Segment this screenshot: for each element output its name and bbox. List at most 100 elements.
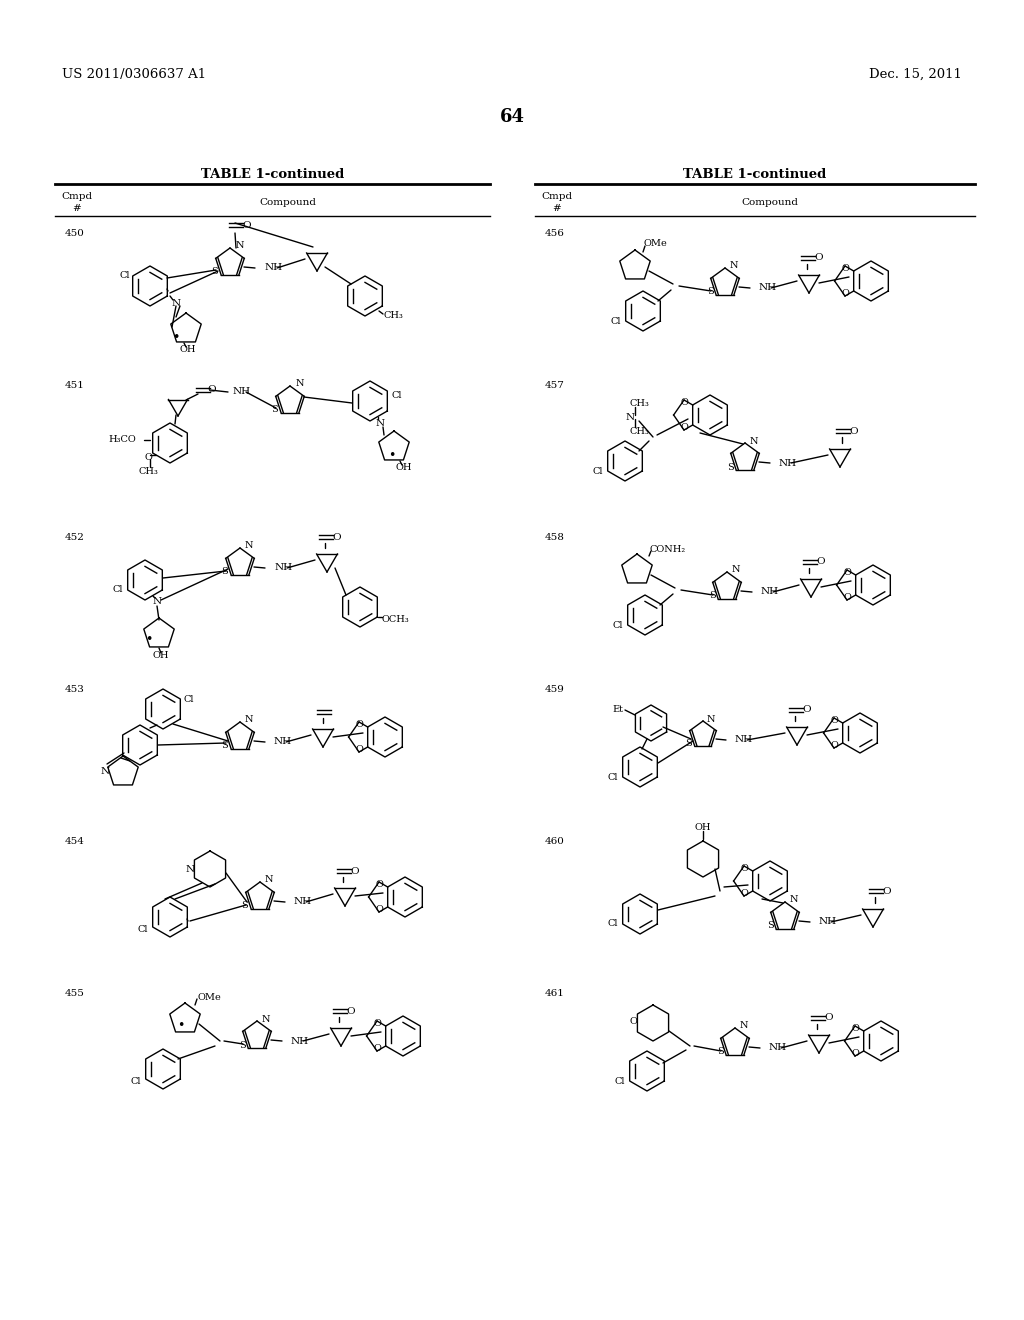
Text: NH: NH <box>233 388 251 396</box>
Text: CONH₂: CONH₂ <box>649 545 685 554</box>
Text: CH₃: CH₃ <box>383 312 402 321</box>
Text: Dec. 15, 2011: Dec. 15, 2011 <box>869 69 962 81</box>
Text: O: O <box>680 422 688 432</box>
Text: Cl: Cl <box>607 920 618 928</box>
Text: OMe: OMe <box>197 993 221 1002</box>
Text: US 2011/0306637 A1: US 2011/0306637 A1 <box>62 69 206 81</box>
Text: O: O <box>883 887 891 895</box>
Text: O: O <box>740 865 749 873</box>
Text: NH: NH <box>759 284 777 293</box>
Text: •: • <box>388 449 395 462</box>
Text: S: S <box>221 742 228 751</box>
Text: N: N <box>100 767 110 776</box>
Text: O: O <box>355 744 364 754</box>
Text: OH: OH <box>395 462 413 471</box>
Text: NH: NH <box>274 738 292 747</box>
Text: S: S <box>686 738 692 747</box>
Text: NH: NH <box>819 917 838 927</box>
Text: N: N <box>750 437 758 446</box>
Text: Cmpd: Cmpd <box>61 191 92 201</box>
Text: O: O <box>803 705 811 714</box>
Text: S: S <box>767 921 773 931</box>
Text: N: N <box>245 541 253 550</box>
Text: NH: NH <box>735 735 753 744</box>
Text: N: N <box>790 895 799 904</box>
Text: Compound: Compound <box>259 198 316 207</box>
Text: N: N <box>296 380 304 388</box>
Text: NH: NH <box>779 458 797 467</box>
Text: 450: 450 <box>65 228 85 238</box>
Text: O: O <box>824 1014 834 1023</box>
Text: N: N <box>707 714 715 723</box>
Text: N: N <box>626 412 635 421</box>
Text: O: O <box>374 1019 381 1028</box>
Text: NH: NH <box>265 264 283 272</box>
Text: NH: NH <box>275 564 293 573</box>
Text: S: S <box>707 288 714 297</box>
Text: N: N <box>262 1015 270 1023</box>
Text: Cl: Cl <box>607 772 618 781</box>
Text: 459: 459 <box>545 685 565 694</box>
Text: Cl: Cl <box>392 392 402 400</box>
Text: N: N <box>153 598 162 606</box>
Text: O: O <box>830 715 839 725</box>
Text: N: N <box>376 418 385 428</box>
Text: O: O <box>844 568 851 577</box>
Text: N: N <box>732 565 740 574</box>
Text: Cl: Cl <box>137 924 148 933</box>
Text: Cl: Cl <box>614 1077 625 1085</box>
Text: NH: NH <box>291 1036 309 1045</box>
Text: 451: 451 <box>65 381 85 389</box>
Text: O: O <box>355 719 364 729</box>
Text: 457: 457 <box>545 381 565 389</box>
Text: 456: 456 <box>545 228 565 238</box>
Text: O: O <box>851 1024 859 1034</box>
Text: O: O <box>144 453 152 462</box>
Text: •: • <box>145 634 153 647</box>
Text: Cl: Cl <box>612 620 623 630</box>
Text: O: O <box>629 1016 637 1026</box>
Text: NH: NH <box>294 898 312 907</box>
Text: 458: 458 <box>545 533 565 543</box>
Text: N: N <box>265 875 273 884</box>
Text: O: O <box>842 289 849 298</box>
Text: TABLE 1-continued: TABLE 1-continued <box>201 168 344 181</box>
Text: N: N <box>185 865 195 874</box>
Text: CH₃: CH₃ <box>630 399 650 408</box>
Text: S: S <box>271 405 279 414</box>
Text: S: S <box>727 462 733 471</box>
Text: OH: OH <box>694 822 712 832</box>
Text: H₃CO: H₃CO <box>109 434 136 444</box>
Text: 452: 452 <box>65 533 85 543</box>
Text: OH: OH <box>180 345 197 354</box>
Text: N: N <box>236 242 245 251</box>
Text: Cl: Cl <box>120 272 130 281</box>
Text: OMe: OMe <box>643 239 667 248</box>
Text: O: O <box>740 888 749 898</box>
Text: CH₃: CH₃ <box>138 466 158 475</box>
Text: CH₃: CH₃ <box>630 426 650 436</box>
Text: TABLE 1-continued: TABLE 1-continued <box>683 168 826 181</box>
Text: •: • <box>172 330 179 343</box>
Text: S: S <box>212 268 218 276</box>
Text: S: S <box>709 591 716 601</box>
Text: N: N <box>245 715 253 725</box>
Text: Cmpd: Cmpd <box>542 191 572 201</box>
Text: O: O <box>844 593 851 602</box>
Text: OH: OH <box>153 652 169 660</box>
Text: 453: 453 <box>65 685 85 694</box>
Text: OCH₃: OCH₃ <box>382 615 410 623</box>
Text: O: O <box>680 399 688 407</box>
Text: #: # <box>553 205 561 213</box>
Text: Cl: Cl <box>130 1077 141 1085</box>
Text: O: O <box>830 741 839 750</box>
Text: •: • <box>177 1019 184 1031</box>
Text: Cl: Cl <box>113 586 123 594</box>
Text: 455: 455 <box>65 989 85 998</box>
Text: #: # <box>73 205 81 213</box>
Text: O: O <box>376 880 383 888</box>
Text: O: O <box>815 253 823 263</box>
Text: 64: 64 <box>500 108 524 125</box>
Text: 461: 461 <box>545 989 565 998</box>
Text: O: O <box>842 264 849 273</box>
